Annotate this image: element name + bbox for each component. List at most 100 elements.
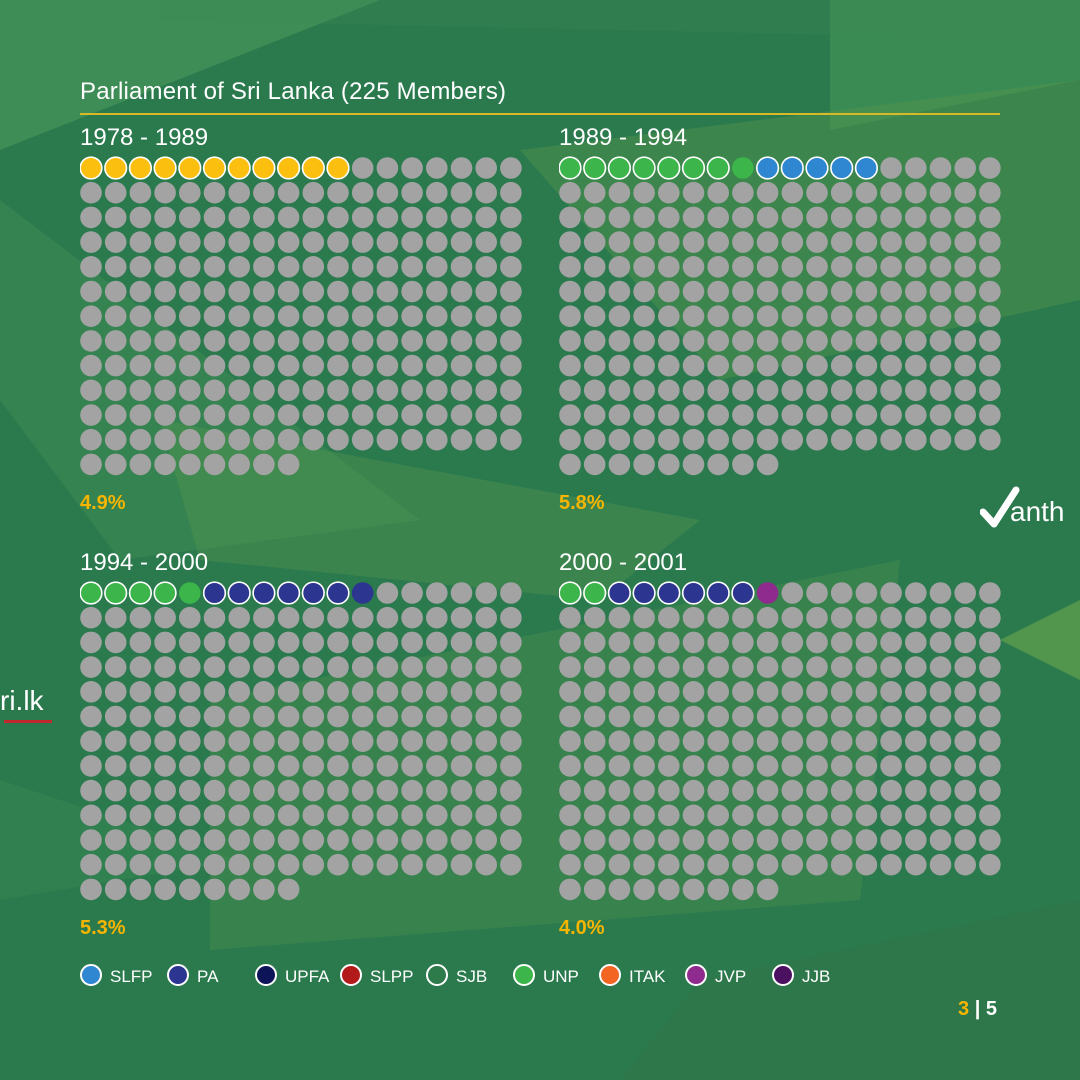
seat-empty — [608, 206, 631, 229]
seat-empty — [707, 305, 729, 327]
legend-label: ITAK — [629, 967, 666, 986]
seat-empty — [475, 705, 498, 728]
seat-highlighted — [252, 156, 276, 180]
seat-empty — [707, 656, 729, 678]
seat-empty — [608, 853, 631, 876]
seat-empty — [806, 656, 828, 678]
seat-empty — [633, 779, 655, 802]
seat-empty — [253, 354, 275, 377]
seat-empty — [855, 379, 878, 402]
seat-empty — [707, 730, 729, 752]
seat-empty — [732, 804, 754, 827]
brand-logo-text: ri.lk — [0, 685, 44, 716]
seat-empty — [682, 804, 705, 827]
seat-empty — [658, 730, 680, 752]
seat-empty — [732, 631, 754, 654]
seat-empty — [450, 181, 473, 204]
seat-empty — [327, 330, 349, 352]
seat-empty — [376, 656, 399, 678]
checkmark-icon — [980, 486, 1020, 528]
seat-empty — [500, 354, 522, 377]
seat-empty — [756, 231, 779, 253]
seat-empty — [658, 231, 680, 253]
seat-empty — [707, 206, 729, 229]
seat-empty — [633, 829, 655, 851]
seat-empty — [658, 681, 680, 703]
seat-empty — [583, 755, 606, 777]
seat-empty — [658, 656, 680, 678]
seat-empty — [707, 878, 729, 901]
seat-empty — [855, 853, 878, 876]
seat-empty — [327, 206, 349, 229]
seat-empty — [500, 157, 522, 179]
seat-empty — [104, 656, 127, 678]
seat-empty — [682, 379, 705, 402]
seat-empty — [179, 330, 201, 352]
seat-empty — [302, 181, 325, 204]
seat-empty — [781, 181, 804, 204]
seat-empty — [203, 280, 226, 303]
page-indicator: 3 | 5 — [958, 998, 997, 1021]
seat-empty — [401, 354, 423, 377]
seat-empty — [905, 829, 927, 851]
seat-empty — [954, 231, 976, 253]
seat-empty — [756, 681, 779, 703]
seat-empty — [806, 681, 828, 703]
seat-empty — [830, 804, 853, 827]
seat-empty — [203, 681, 226, 703]
seat-empty — [583, 404, 606, 426]
seat-empty — [450, 354, 473, 377]
percentage-label: 5.8% — [559, 492, 605, 514]
seat-empty — [376, 280, 399, 303]
seat-empty — [351, 231, 374, 253]
seat-empty — [880, 631, 902, 654]
seat-empty — [583, 681, 606, 703]
seat-empty — [633, 804, 655, 827]
seat-empty — [401, 379, 423, 402]
seat-empty — [781, 606, 804, 629]
seat-empty — [756, 404, 779, 426]
seat-empty — [855, 705, 878, 728]
seat-empty — [559, 878, 581, 901]
seat-empty — [80, 231, 102, 253]
seat-empty — [104, 256, 127, 278]
seat-empty — [979, 428, 1001, 451]
seat-empty — [351, 705, 374, 728]
seat-empty — [228, 453, 250, 476]
seat-highlighted — [128, 581, 153, 605]
seat-empty — [475, 181, 498, 204]
seat-highlighted — [252, 581, 276, 605]
seat-empty — [732, 656, 754, 678]
seat-empty — [104, 305, 127, 327]
seat-empty — [203, 256, 226, 278]
seat-empty — [583, 428, 606, 451]
seat-empty — [450, 330, 473, 352]
seat-empty — [830, 354, 853, 377]
seat-empty — [475, 730, 498, 752]
seat-empty — [253, 829, 275, 851]
seat-empty — [707, 453, 729, 476]
period-label: 1978 - 1989 — [80, 124, 209, 151]
seat-empty — [401, 280, 423, 303]
seat-empty — [707, 631, 729, 654]
seat-empty — [179, 256, 201, 278]
seat-empty — [929, 606, 952, 629]
seat-empty — [830, 681, 853, 703]
seat-empty — [781, 206, 804, 229]
legend-swatch — [599, 964, 621, 986]
seat-empty — [500, 656, 522, 678]
seat-empty — [228, 280, 250, 303]
seat-empty — [781, 256, 804, 278]
seat-highlighted — [80, 156, 103, 180]
seat-empty — [228, 404, 250, 426]
seat-empty — [929, 779, 952, 802]
seat-empty — [426, 354, 448, 377]
seat-empty — [806, 755, 828, 777]
seat-empty — [658, 829, 680, 851]
seat-empty — [559, 853, 581, 876]
seat-empty — [830, 730, 853, 752]
seat-empty — [327, 705, 349, 728]
seat-empty — [806, 606, 828, 629]
seat-empty — [450, 280, 473, 303]
seat-empty — [253, 730, 275, 752]
